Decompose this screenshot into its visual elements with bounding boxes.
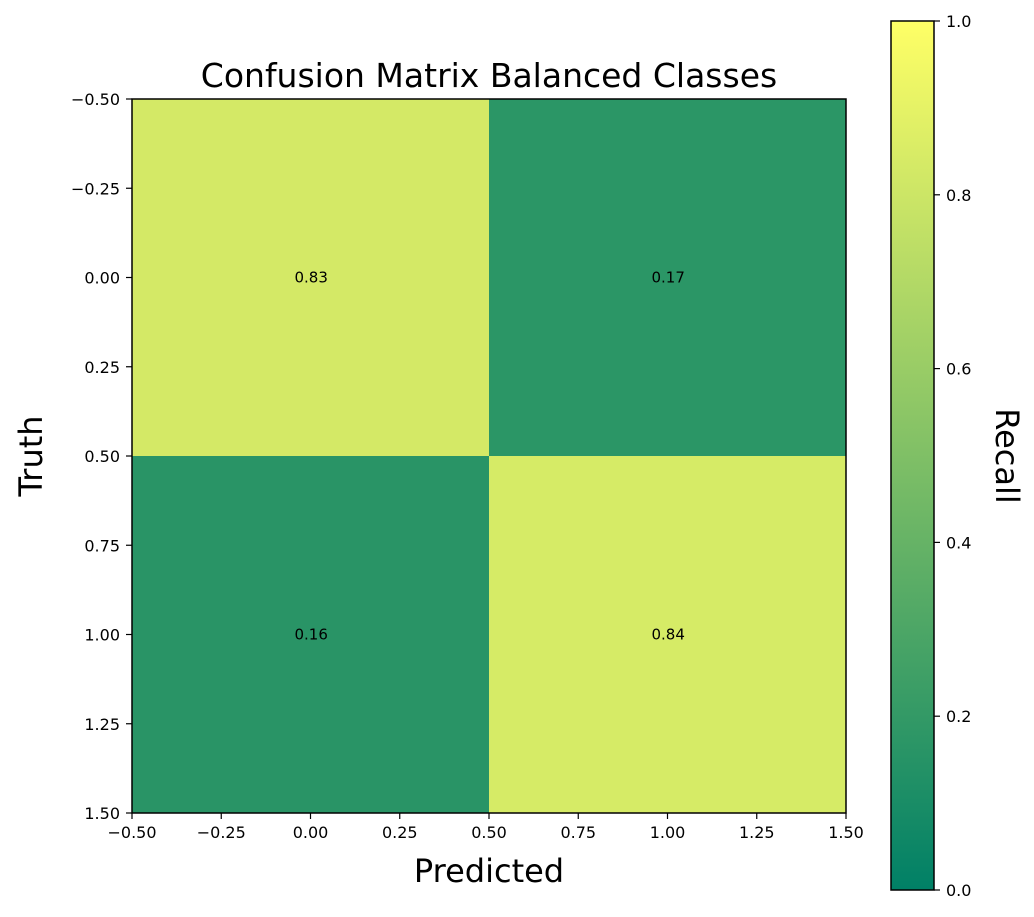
x-tick-label: 1.25 [739,823,775,842]
y-axis-label: Truth [12,415,50,497]
x-tick-label: 0.50 [471,823,507,842]
y-tick-label: 1.50 [84,804,120,823]
colorbar-tick-label: 0.6 [946,360,971,379]
colorbar [890,20,935,891]
x-tick-label: 0.25 [382,823,418,842]
y-tick-label: 0.50 [84,447,120,466]
cell-value-label: 0.84 [652,626,685,644]
x-axis-label: Predicted [414,852,564,890]
y-axis-ticks: −0.50 −0.25 0.00 0.25 0.50 0.75 1.00 1.25 1.50 [71,90,132,823]
chart-title: Confusion Matrix Balanced Classes [201,56,777,95]
x-tick-label: −0.50 [107,823,156,842]
y-tick-label: 0.00 [84,269,120,288]
x-tick-label: 1.50 [828,823,864,842]
y-tick-label: 1.00 [84,626,120,645]
colorbar-tick-label: 0.8 [946,186,971,205]
heatmap-cell [489,99,846,456]
cell-value-label: 0.17 [652,269,685,287]
cell-value-label: 0.83 [295,269,328,287]
colorbar-tick-label: 0.0 [946,881,971,900]
x-tick-label: −0.25 [197,823,246,842]
colorbar-tick-label: 1.0 [946,12,971,31]
x-axis-ticks: −0.50 −0.25 0.00 0.25 0.50 0.75 1.00 1.25 1.50 [107,813,864,842]
cell-value-label: 0.16 [295,626,328,644]
colorbar-tick-label: 0.2 [946,707,971,726]
y-tick-label: 1.25 [84,715,120,734]
y-tick-label: −0.25 [71,179,120,198]
x-tick-label: 0.75 [560,823,596,842]
colorbar-tick-label: 0.4 [946,533,971,552]
x-tick-label: 0.00 [293,823,329,842]
y-tick-label: 0.75 [84,536,120,555]
heatmap-cell [132,99,489,456]
y-tick-label: −0.50 [71,90,120,109]
heatmap-cell [132,456,489,813]
colorbar-ticks: 0.0 0.2 0.4 0.6 0.8 1.0 [934,12,971,900]
heatmap-cells [132,99,846,813]
colorbar-label: Recall [988,408,1026,503]
heatmap-cell-labels: 0.83 0.17 0.16 0.84 [295,269,685,644]
y-tick-label: 0.25 [84,358,120,377]
x-tick-label: 1.00 [650,823,686,842]
heatmap-cell [489,456,846,813]
